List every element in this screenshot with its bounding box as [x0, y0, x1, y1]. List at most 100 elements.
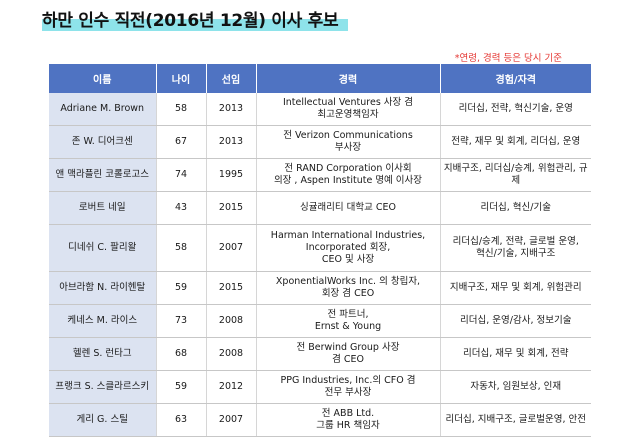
career-line: 부사장: [334, 142, 362, 153]
cell-age: 58: [156, 224, 207, 272]
cell-name: 케네스 M. 라이스: [49, 304, 157, 338]
cell-career: Harman International Industries, Incorpor…: [256, 224, 441, 272]
cell-age: 59: [156, 271, 207, 305]
career-line: 최고운영책임자: [317, 109, 379, 120]
cell-career: 싱귤래리티 대학교 CEO: [256, 191, 441, 225]
cell-age: 63: [156, 403, 207, 437]
cell-career: 전 RAND Corporation 이사회 의장 , Aspen Institu…: [256, 158, 441, 192]
expertise-line: 혁신/기술, 지배구조: [476, 248, 556, 259]
career-line: 싱귤래리티 대학교 CEO: [299, 202, 397, 213]
cell-name: 디네쉬 C. 팔리왈: [49, 224, 157, 272]
career-line: 전무 부사장: [324, 387, 372, 398]
career-line: PPG Industries, Inc.의 CFO 겸: [280, 375, 416, 386]
table-row: 헬렌 S. 런타그 68 2008 전 Berwind Group 사장 겸 CEO 리더…: [49, 337, 591, 371]
expertise-line: 지배구조, 리더십/승계, 위험관리, 규제: [443, 163, 588, 186]
title-block: 하만 인수 직전(2016년 12월) 이사 후보: [42, 6, 348, 31]
expertise-line: 리더십/승계, 전략, 글로벌 운영,: [452, 236, 579, 247]
career-line: 겸 CEO: [332, 354, 364, 365]
cell-elected: 2013: [206, 125, 257, 159]
cell-expertise: 전략, 재무 및 회계, 리더십, 운영: [440, 125, 591, 159]
table-row: 아브라함 N. 라이헨탈 59 2015 XponentialWorks Inc. 의…: [49, 271, 591, 305]
career-line: 그룹 HR 책임자: [316, 420, 380, 431]
cell-expertise: 자동차, 임원보상, 인재: [440, 370, 591, 404]
cell-career: Intellectual Ventures 사장 겸 최고운영책임자: [256, 93, 441, 126]
cell-name: 아브라함 N. 라이헨탈: [49, 271, 157, 305]
cell-name: 프랭크 S. 스클라르스키: [49, 370, 157, 404]
career-line: 전 Berwind Group 사장: [296, 342, 400, 353]
table-row: 게리 G. 스틸 63 2007 전 ABB Ltd. 그룹 HR 책임자 리더십, 지배…: [49, 403, 591, 437]
expertise-line: 리더십, 혁신/기술: [480, 202, 551, 213]
cell-elected: 2013: [206, 93, 257, 126]
cell-expertise: 리더십, 전략, 혁신기술, 운영: [440, 93, 591, 126]
page-title: 하만 인수 직전(2016년 12월) 이사 후보: [42, 11, 339, 31]
header-name: 이름: [49, 64, 157, 93]
table-row: 케네스 M. 라이스 73 2008 전 파트너, Ernst & Young 리더십, …: [49, 304, 591, 338]
cell-career: 전 ABB Ltd. 그룹 HR 책임자: [256, 403, 441, 437]
table-row: 프랭크 S. 스클라르스키 59 2012 PPG Industries, Inc.의…: [49, 370, 591, 404]
cell-expertise: 리더십, 운영/감사, 정보기술: [440, 304, 591, 338]
cell-expertise: 지배구조, 재무 및 회계, 위험관리: [440, 271, 591, 305]
cell-name: Adriane M. Brown: [49, 93, 157, 126]
cell-age: 67: [156, 125, 207, 159]
expertise-line: 리더십, 재무 및 회계, 전략: [462, 348, 569, 359]
cell-name: 헬렌 S. 런타그: [49, 337, 157, 371]
career-line: 의장 , Aspen Institute 명예 이사장: [273, 175, 423, 186]
header-career: 경력: [256, 64, 441, 93]
career-line: Harman International Industries,: [270, 230, 426, 241]
cell-age: 43: [156, 191, 207, 225]
expertise-line: 리더십, 지배구조, 글로벌운영, 안전: [445, 414, 586, 425]
footnote: *연령, 경력 등은 당시 기준: [454, 53, 562, 64]
table-row: Adriane M. Brown 58 2013 Intellectual Ventu…: [49, 93, 591, 126]
cell-elected: 1995: [206, 158, 257, 192]
header-age: 나이: [156, 64, 207, 93]
career-line: 전 파트너,: [327, 309, 369, 320]
expertise-line: 지배구조, 재무 및 회계, 위험관리: [449, 282, 582, 293]
expertise-line: 리더십, 운영/감사, 정보기술: [460, 315, 572, 326]
cell-expertise: 리더십/승계, 전략, 글로벌 운영, 혁신/기술, 지배구조: [440, 224, 591, 272]
cell-elected: 2008: [206, 337, 257, 371]
table-row: 존 W. 디어크센 67 2013 전 Verizon Communications 부…: [49, 125, 591, 159]
cell-career: PPG Industries, Inc.의 CFO 겸 전무 부사장: [256, 370, 441, 404]
cell-career: 전 Verizon Communications 부사장: [256, 125, 441, 159]
table-row: 로버트 네일 43 2015 싱귤래리티 대학교 CEO 리더십, 혁신/기술: [49, 191, 591, 225]
cell-age: 73: [156, 304, 207, 338]
title-highlight: [42, 19, 348, 31]
cell-name: 앤 맥라플린 코롤로고스: [49, 158, 157, 192]
cell-career: 전 Berwind Group 사장 겸 CEO: [256, 337, 441, 371]
cell-elected: 2015: [206, 271, 257, 305]
career-line: Incorporated 회장,: [305, 242, 391, 253]
career-line: Intellectual Ventures 사장 겸: [282, 97, 414, 108]
table-header-row: 이름 나이 선임 경력 경험/자격: [49, 64, 591, 93]
cell-expertise: 리더십, 지배구조, 글로벌운영, 안전: [440, 403, 591, 437]
expertise-line: 자동차, 임원보상, 인재: [470, 381, 562, 392]
cell-expertise: 지배구조, 리더십/승계, 위험관리, 규제: [440, 158, 591, 192]
cell-elected: 2012: [206, 370, 257, 404]
cell-elected: 2007: [206, 403, 257, 437]
cell-expertise: 리더십, 재무 및 회계, 전략: [440, 337, 591, 371]
table-row: 디네쉬 C. 팔리왈 58 2007 Harman International Ind…: [49, 224, 591, 272]
cell-career: XponentialWorks Inc. 의 창립자, 회장 겸 CEO: [256, 271, 441, 305]
career-line: 전 Verizon Communications: [283, 130, 413, 141]
cell-age: 59: [156, 370, 207, 404]
career-line: 회장 겸 CEO: [321, 288, 375, 299]
cell-name: 로버트 네일: [49, 191, 157, 225]
cell-name: 존 W. 디어크센: [49, 125, 157, 159]
career-line: 전 ABB Ltd.: [321, 408, 375, 419]
cell-age: 68: [156, 337, 207, 371]
board-candidates-table: 이름 나이 선임 경력 경험/자격 Adriane M. Brown 58 2013…: [49, 64, 591, 437]
cell-career: 전 파트너, Ernst & Young: [256, 304, 441, 338]
expertise-line: 리더십, 전략, 혁신기술, 운영: [458, 103, 573, 114]
expertise-line: 전략, 재무 및 회계, 리더십, 운영: [451, 136, 581, 147]
career-line: CEO 및 사장: [321, 254, 375, 265]
cell-age: 74: [156, 158, 207, 192]
cell-expertise: 리더십, 혁신/기술: [440, 191, 591, 225]
cell-elected: 2008: [206, 304, 257, 338]
cell-name: 게리 G. 스틸: [49, 403, 157, 437]
header-expertise: 경험/자격: [440, 64, 591, 93]
table-row: 앤 맥라플린 코롤로고스 74 1995 전 RAND Corporation 이사회…: [49, 158, 591, 192]
career-line: XponentialWorks Inc. 의 창립자,: [275, 276, 421, 287]
cell-elected: 2015: [206, 191, 257, 225]
cell-elected: 2007: [206, 224, 257, 272]
cell-age: 58: [156, 93, 207, 126]
career-line: 전 RAND Corporation 이사회: [284, 163, 412, 174]
